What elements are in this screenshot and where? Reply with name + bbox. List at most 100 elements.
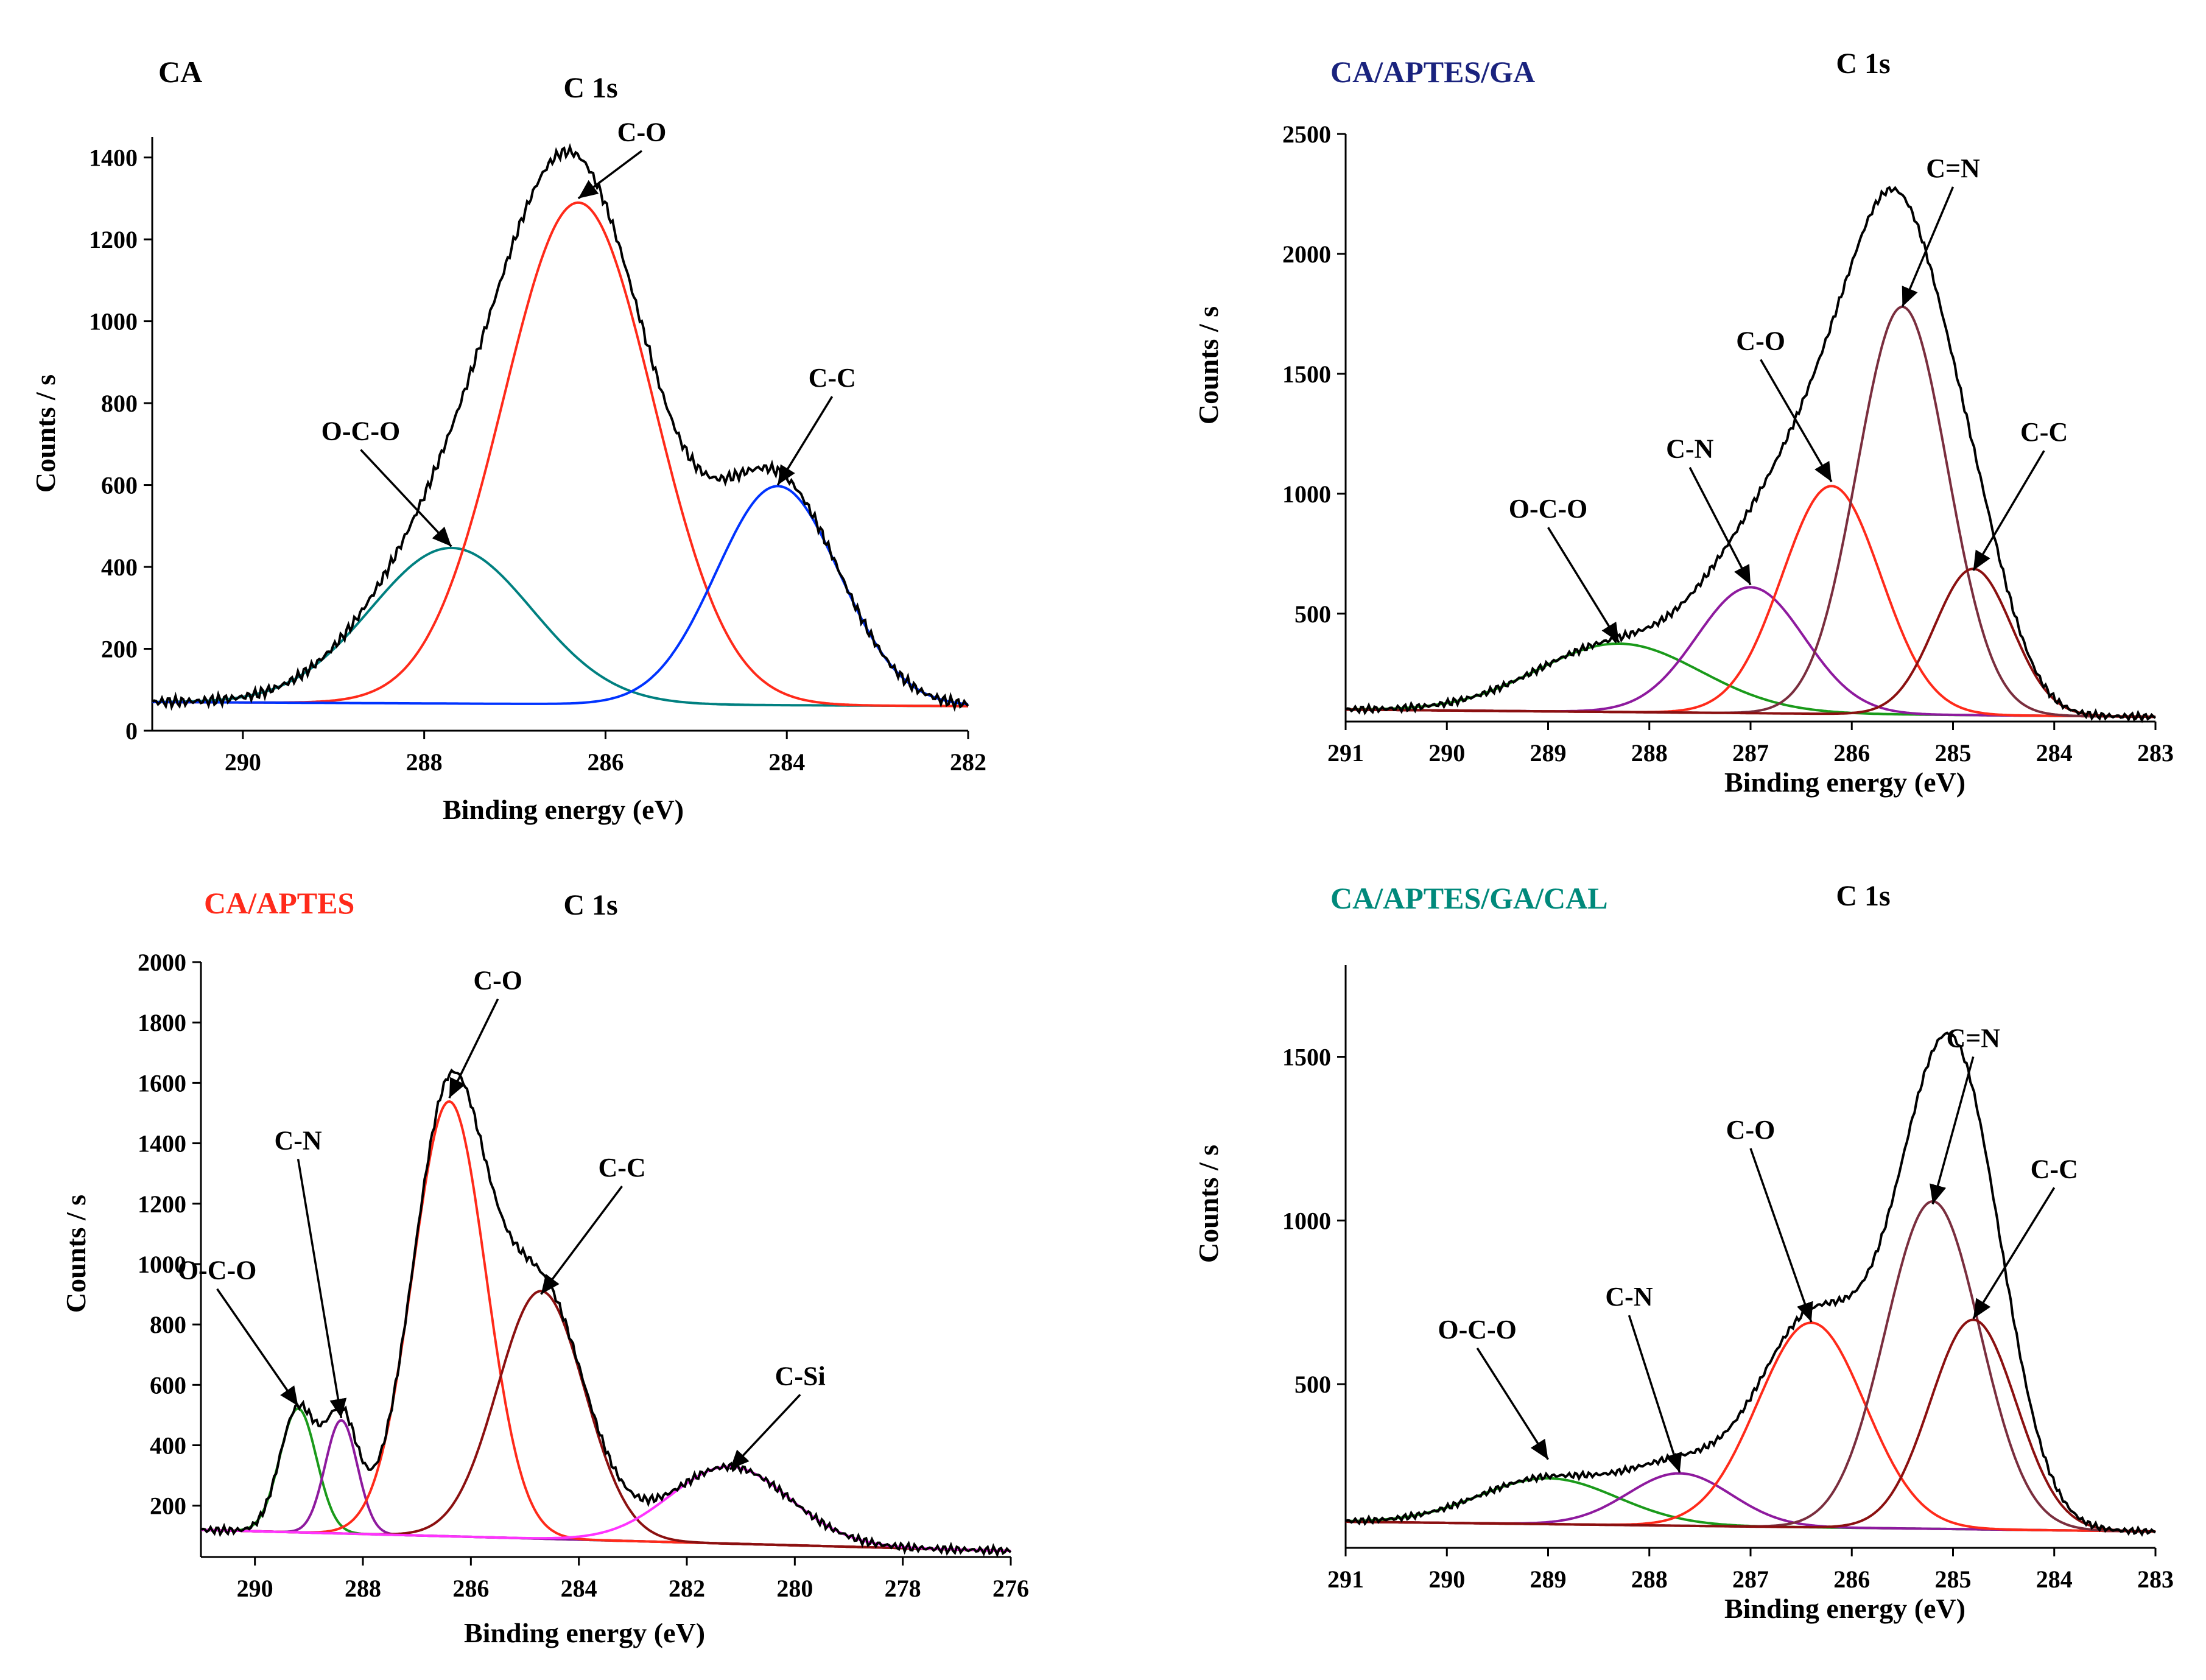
peak-label: C-N xyxy=(274,1125,321,1155)
x-tick-label: 288 xyxy=(1631,739,1668,767)
y-tick-label: 2000 xyxy=(138,949,186,976)
x-tick-label: 290 xyxy=(1428,1566,1465,1593)
peak-arrow xyxy=(360,449,452,547)
peak-c-o-curve xyxy=(152,201,969,708)
peak-arrow xyxy=(1547,527,1620,643)
peak-arrow xyxy=(540,1186,624,1295)
peak-arrow xyxy=(216,1288,300,1407)
y-tick-label: 400 xyxy=(101,554,138,581)
y-tick-label: 500 xyxy=(1294,1371,1331,1398)
x-axis-label: Binding energy (eV) xyxy=(464,1617,705,1648)
peak-c-n-curve xyxy=(1346,1200,2155,1533)
peak-label: C-O xyxy=(617,118,667,147)
x-tick-label: 282 xyxy=(950,748,986,776)
peak-label: C-O xyxy=(1726,1115,1776,1145)
y-tick-label: 0 xyxy=(125,717,138,745)
panel-ca-aptes-ga: CA/APTES/GA C 1s 291 290 289 288 287 286 285 284 2… xyxy=(1157,0,2206,838)
panel-ca: CA C 1s 290 288 286 284 282 0 200 400 600 800 1000 12… xyxy=(0,0,1011,838)
peak-arrow xyxy=(1628,1315,1682,1473)
peak-arrow xyxy=(1930,1056,1975,1204)
panel-subtitle: C 1s xyxy=(1836,880,1890,912)
peak-arrow xyxy=(448,998,499,1098)
x-tick-label: 286 xyxy=(587,748,624,776)
peak-arrow xyxy=(1476,1347,1549,1460)
x-tick-label: 289 xyxy=(1530,1566,1567,1593)
envelope-curve xyxy=(1345,186,2157,723)
peak-c-si-curve xyxy=(201,1465,1011,1553)
y-tick-label: 200 xyxy=(101,636,138,663)
peak-label: O-C-O xyxy=(178,1256,257,1285)
panel-subtitle: C 1s xyxy=(1836,47,1890,80)
peak-label: C=N xyxy=(1946,1023,2000,1053)
chart-svg: CA/APTES C 1s 290 288 286 284 282 280 278 276 200 4… xyxy=(60,886,1029,1648)
peak-c-o-curve xyxy=(1346,485,2155,719)
panel-title: CA/APTES/GA/CAL xyxy=(1330,881,1608,915)
peak-arrow xyxy=(577,150,643,200)
peak-label: O-C-O xyxy=(1509,494,1588,524)
y-tick-label: 200 xyxy=(150,1492,186,1520)
y-tick-label: 2000 xyxy=(1282,241,1331,268)
peak-label: C-O xyxy=(1736,326,1785,356)
peak-label: C=N xyxy=(1926,153,1980,183)
y-tick-label: 2500 xyxy=(1282,121,1331,148)
peak-arrow xyxy=(1972,1187,2056,1320)
y-axis-label: Counts / s xyxy=(1193,306,1224,424)
peak-label: C-Si xyxy=(775,1361,826,1391)
peak-c-c-curve xyxy=(1346,568,2155,719)
y-tick-label: 1200 xyxy=(138,1190,186,1218)
chart-svg: CA C 1s 290 288 286 284 282 0 200 400 600 800 1000 12… xyxy=(30,55,986,825)
x-axis-label: Binding energy (eV) xyxy=(1724,767,1965,798)
y-tick-label: 1500 xyxy=(1282,1044,1331,1071)
panel-title: CA xyxy=(158,55,202,89)
peak-arrow xyxy=(1749,1148,1813,1323)
peak-o-c-o-curve xyxy=(152,546,969,708)
x-tick-label: 282 xyxy=(669,1575,705,1602)
x-tick-label: 286 xyxy=(452,1575,489,1602)
y-tick-label: 800 xyxy=(101,390,138,417)
x-tick-label: 285 xyxy=(1935,1566,1972,1593)
peak-label: C-C xyxy=(598,1153,645,1183)
x-tick-label: 276 xyxy=(992,1575,1029,1602)
x-tick-label: 284 xyxy=(2036,739,2073,767)
peak-c-c-curve xyxy=(152,485,969,706)
y-tick-label: 1000 xyxy=(138,1251,186,1278)
peak-label: C-C xyxy=(2020,417,2068,447)
x-tick-label: 286 xyxy=(1833,739,1870,767)
x-tick-label: 288 xyxy=(406,748,443,776)
x-tick-label: 283 xyxy=(2137,1566,2174,1593)
chart-svg: CA/APTES/GA/CAL C 1s 291 290 289 288 287 286 285… xyxy=(1193,880,2174,1624)
x-tick-label: 290 xyxy=(225,748,261,776)
chart-svg: CA/APTES/GA C 1s 291 290 289 288 287 286 285 284 2… xyxy=(1193,47,2174,798)
x-tick-label: 288 xyxy=(345,1575,381,1602)
y-tick-label: 1800 xyxy=(138,1009,186,1036)
x-tick-label: 284 xyxy=(561,1575,597,1602)
peak-label: O-C-O xyxy=(1438,1315,1517,1344)
peak-arrow xyxy=(776,396,834,486)
y-tick-label: 600 xyxy=(101,472,138,499)
panel-title: CA/APTES xyxy=(204,886,354,920)
x-tick-label: 290 xyxy=(237,1575,273,1602)
peak-arrow xyxy=(1688,466,1752,586)
x-tick-label: 284 xyxy=(768,748,805,776)
envelope-curve xyxy=(151,142,969,712)
peak-label: C-C xyxy=(2031,1154,2078,1184)
peak-label: O-C-O xyxy=(321,416,401,446)
panel-ca-aptes-ga-cal: CA/APTES/GA/CAL C 1s 291 290 289 288 287 286 285… xyxy=(1157,838,2206,1677)
peak-arrow xyxy=(1972,450,2045,571)
y-tick-label: 1400 xyxy=(89,144,138,172)
x-tick-label: 287 xyxy=(1732,1566,1769,1593)
panel-subtitle: C 1s xyxy=(563,72,617,104)
x-tick-label: 285 xyxy=(1935,739,1972,767)
x-tick-label: 278 xyxy=(885,1575,921,1602)
y-axis-label: Counts / s xyxy=(60,1195,91,1313)
x-tick-label: 288 xyxy=(1631,1566,1668,1593)
x-tick-label: 289 xyxy=(1530,739,1567,767)
peak-arrow xyxy=(1760,359,1833,483)
x-tick-label: 283 xyxy=(2137,739,2174,767)
y-tick-label: 1000 xyxy=(1282,1207,1331,1234)
peak-c-c-curve xyxy=(1346,1318,2156,1533)
y-tick-label: 500 xyxy=(1294,600,1331,628)
x-axis-label: Binding energy (eV) xyxy=(443,794,684,825)
y-tick-label: 1200 xyxy=(89,226,138,253)
x-tick-label: 287 xyxy=(1732,739,1769,767)
